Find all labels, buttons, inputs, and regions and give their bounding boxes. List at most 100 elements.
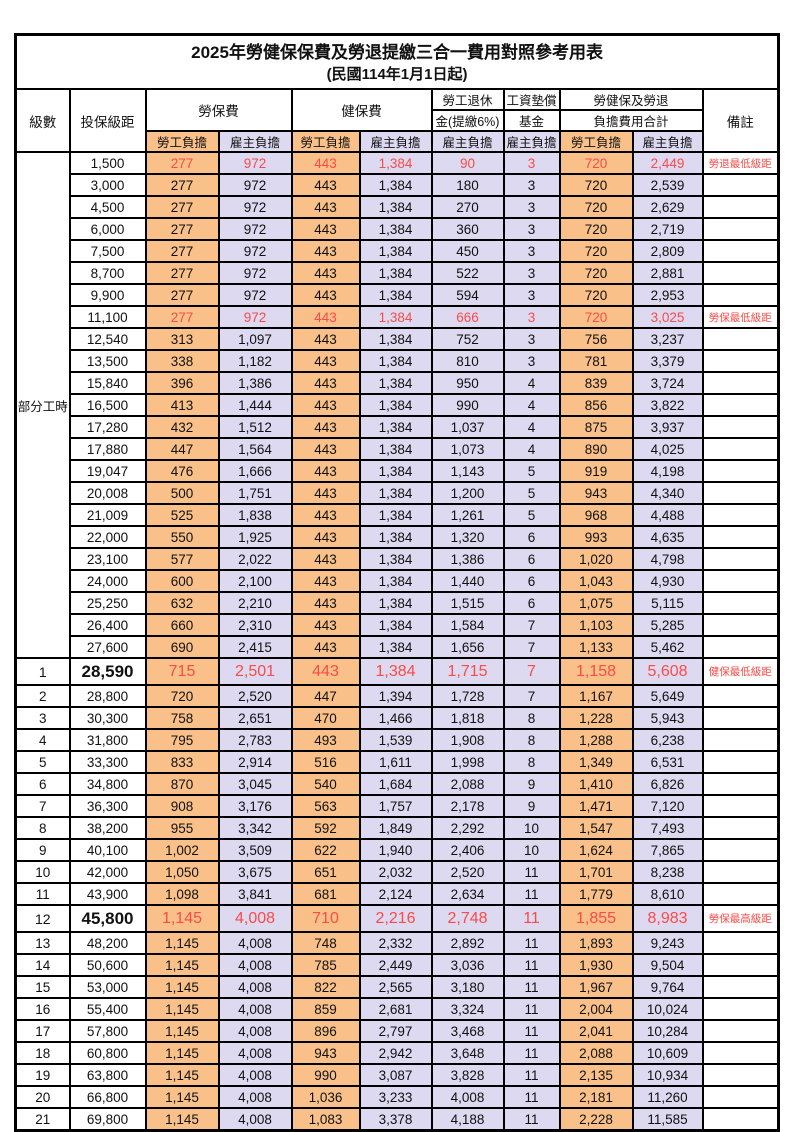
cell-health-employer: 2,797 (358, 1019, 433, 1043)
cell-note (701, 860, 780, 884)
cell-health-employee: 443 (290, 635, 361, 659)
table-row: 16 55,400 1,145 4,008 859 2,681 3,324 11 2,004 10… (14, 997, 780, 1021)
cell-total-employee: 1,410 (558, 772, 634, 796)
cell-note (701, 794, 780, 818)
cell-labor-employer: 1,666 (217, 459, 293, 483)
cell-wage-fund-employer: 6 (502, 525, 561, 549)
cell-health-employee: 990 (290, 1063, 361, 1087)
cell-level: 12 (14, 904, 71, 933)
cell-labor-employee: 1,145 (144, 1019, 220, 1043)
cell-health-employer: 1,384 (358, 459, 433, 483)
cell-health-employer: 1,384 (358, 613, 433, 637)
cell-total-employer: 6,826 (631, 772, 704, 796)
cell-health-employer: 2,449 (358, 953, 433, 977)
cell-total-employee: 720 (558, 283, 634, 307)
cell-health-employee: 443 (290, 283, 361, 307)
table-row: 15 53,000 1,145 4,008 822 2,565 3,180 11 1,967 9,… (14, 975, 780, 999)
cell-pension-employer: 90 (430, 151, 505, 175)
cell-health-employee: 896 (290, 1019, 361, 1043)
cell-total-employer: 8,610 (631, 882, 704, 906)
table-row: 19,047 476 1,666 443 1,384 1,143 5 919 4,198 (16, 459, 780, 483)
cell-total-employee: 1,288 (558, 728, 634, 752)
cell-pension-employer: 1,320 (430, 525, 505, 549)
cell-labor-employer: 972 (217, 151, 293, 175)
cell-labor-employee: 1,098 (144, 882, 220, 906)
cell-wage-fund-employer: 7 (502, 613, 561, 637)
cell-pension-employer: 1,998 (430, 750, 505, 774)
cell-health-employee: 516 (290, 750, 361, 774)
cell-labor-employee: 660 (144, 613, 220, 637)
cell-bracket: 48,200 (68, 931, 147, 955)
cell-health-employee: 443 (290, 349, 361, 373)
cell-wage-fund-employer: 8 (502, 728, 561, 752)
cell-health-employer: 1,849 (358, 816, 433, 840)
cell-labor-employee: 432 (144, 415, 220, 439)
cell-health-employer: 1,384 (358, 569, 433, 593)
cell-labor-employee: 1,145 (144, 1107, 220, 1132)
cell-health-employer: 1,466 (358, 706, 433, 730)
cell-wage-fund-employer: 4 (502, 371, 561, 395)
cell-bracket: 23,100 (68, 547, 147, 571)
cell-health-employee: 443 (290, 305, 361, 329)
cell-total-employer: 9,764 (631, 975, 704, 999)
cell-health-employee: 443 (290, 261, 361, 285)
cell-pension-employer: 4,008 (430, 1085, 505, 1109)
cell-note (701, 239, 780, 263)
cell-pension-employer: 1,261 (430, 503, 505, 527)
col-header-wage-fund-line2: 基金 (502, 109, 561, 132)
cell-health-employer: 1,384 (358, 481, 433, 505)
cell-pension-employer: 1,200 (430, 481, 505, 505)
cell-wage-fund-employer: 11 (502, 882, 561, 906)
table-row: 24,000 600 2,100 443 1,384 1,440 6 1,043 4,930 (16, 569, 780, 593)
cell-bracket: 15,840 (68, 371, 147, 395)
cell-note (701, 371, 780, 395)
cell-level: 16 (14, 997, 71, 1021)
cell-total-employer: 2,953 (631, 283, 704, 307)
table-row: 17 57,800 1,145 4,008 896 2,797 3,468 11 2,041 10… (14, 1019, 780, 1043)
cell-wage-fund-employer: 9 (502, 772, 561, 796)
cell-labor-employee: 715 (144, 657, 220, 686)
cell-note (701, 217, 780, 241)
cell-bracket: 63,800 (68, 1063, 147, 1087)
cell-health-employer: 1,384 (358, 547, 433, 571)
cell-note (701, 882, 780, 906)
cell-level: 18 (14, 1041, 71, 1065)
cell-note (701, 415, 780, 439)
cell-health-employee: 443 (290, 195, 361, 219)
premium-table: 2025年勞健保保費及勞退提繳三合一費用對照參考用表 (民國114年1月1日起)… (14, 33, 781, 1132)
table-row: 2 28,800 720 2,520 447 1,394 1,728 7 1,167 5,649 (14, 684, 780, 708)
cell-note (701, 1085, 780, 1109)
cell-pension-employer: 1,728 (430, 684, 505, 708)
cell-note (701, 503, 780, 527)
cell-total-employee: 1,020 (558, 547, 634, 571)
cell-pension-employer: 1,073 (430, 437, 505, 461)
cell-labor-employer: 3,045 (217, 772, 293, 796)
reference-sheet: 2025年勞健保保費及勞退提繳三合一費用對照參考用表 (民國114年1月1日起)… (14, 33, 781, 1132)
cell-pension-employer: 4,188 (430, 1107, 505, 1132)
cell-total-employer: 2,719 (631, 217, 704, 241)
cell-wage-fund-employer: 11 (502, 1041, 561, 1065)
cell-wage-fund-employer: 7 (502, 684, 561, 708)
cell-wage-fund-employer: 3 (502, 239, 561, 263)
cell-labor-employee: 600 (144, 569, 220, 593)
cell-labor-employer: 1,751 (217, 481, 293, 505)
cell-total-employer: 7,120 (631, 794, 704, 818)
cell-bracket: 8,700 (68, 261, 147, 285)
cell-health-employer: 1,384 (358, 503, 433, 527)
cell-total-employee: 2,004 (558, 997, 634, 1021)
table-row: 26,400 660 2,310 443 1,384 1,584 7 1,103 5,285 (16, 613, 780, 637)
cell-total-employer: 8,238 (631, 860, 704, 884)
cell-labor-employee: 1,145 (144, 997, 220, 1021)
cell-labor-employer: 2,210 (217, 591, 293, 615)
cell-note: 勞保最高級距 (701, 904, 780, 933)
cell-wage-fund-employer: 5 (502, 503, 561, 527)
cell-health-employer: 1,394 (358, 684, 433, 708)
cell-wage-fund-employer: 3 (502, 151, 561, 175)
cell-total-employer: 4,635 (631, 525, 704, 549)
cell-total-employee: 1,349 (558, 750, 634, 774)
cell-labor-employee: 277 (144, 261, 220, 285)
cell-total-employer: 8,983 (631, 904, 704, 933)
cell-pension-employer: 1,515 (430, 591, 505, 615)
cell-pension-employer: 2,178 (430, 794, 505, 818)
cell-total-employee: 1,167 (558, 684, 634, 708)
